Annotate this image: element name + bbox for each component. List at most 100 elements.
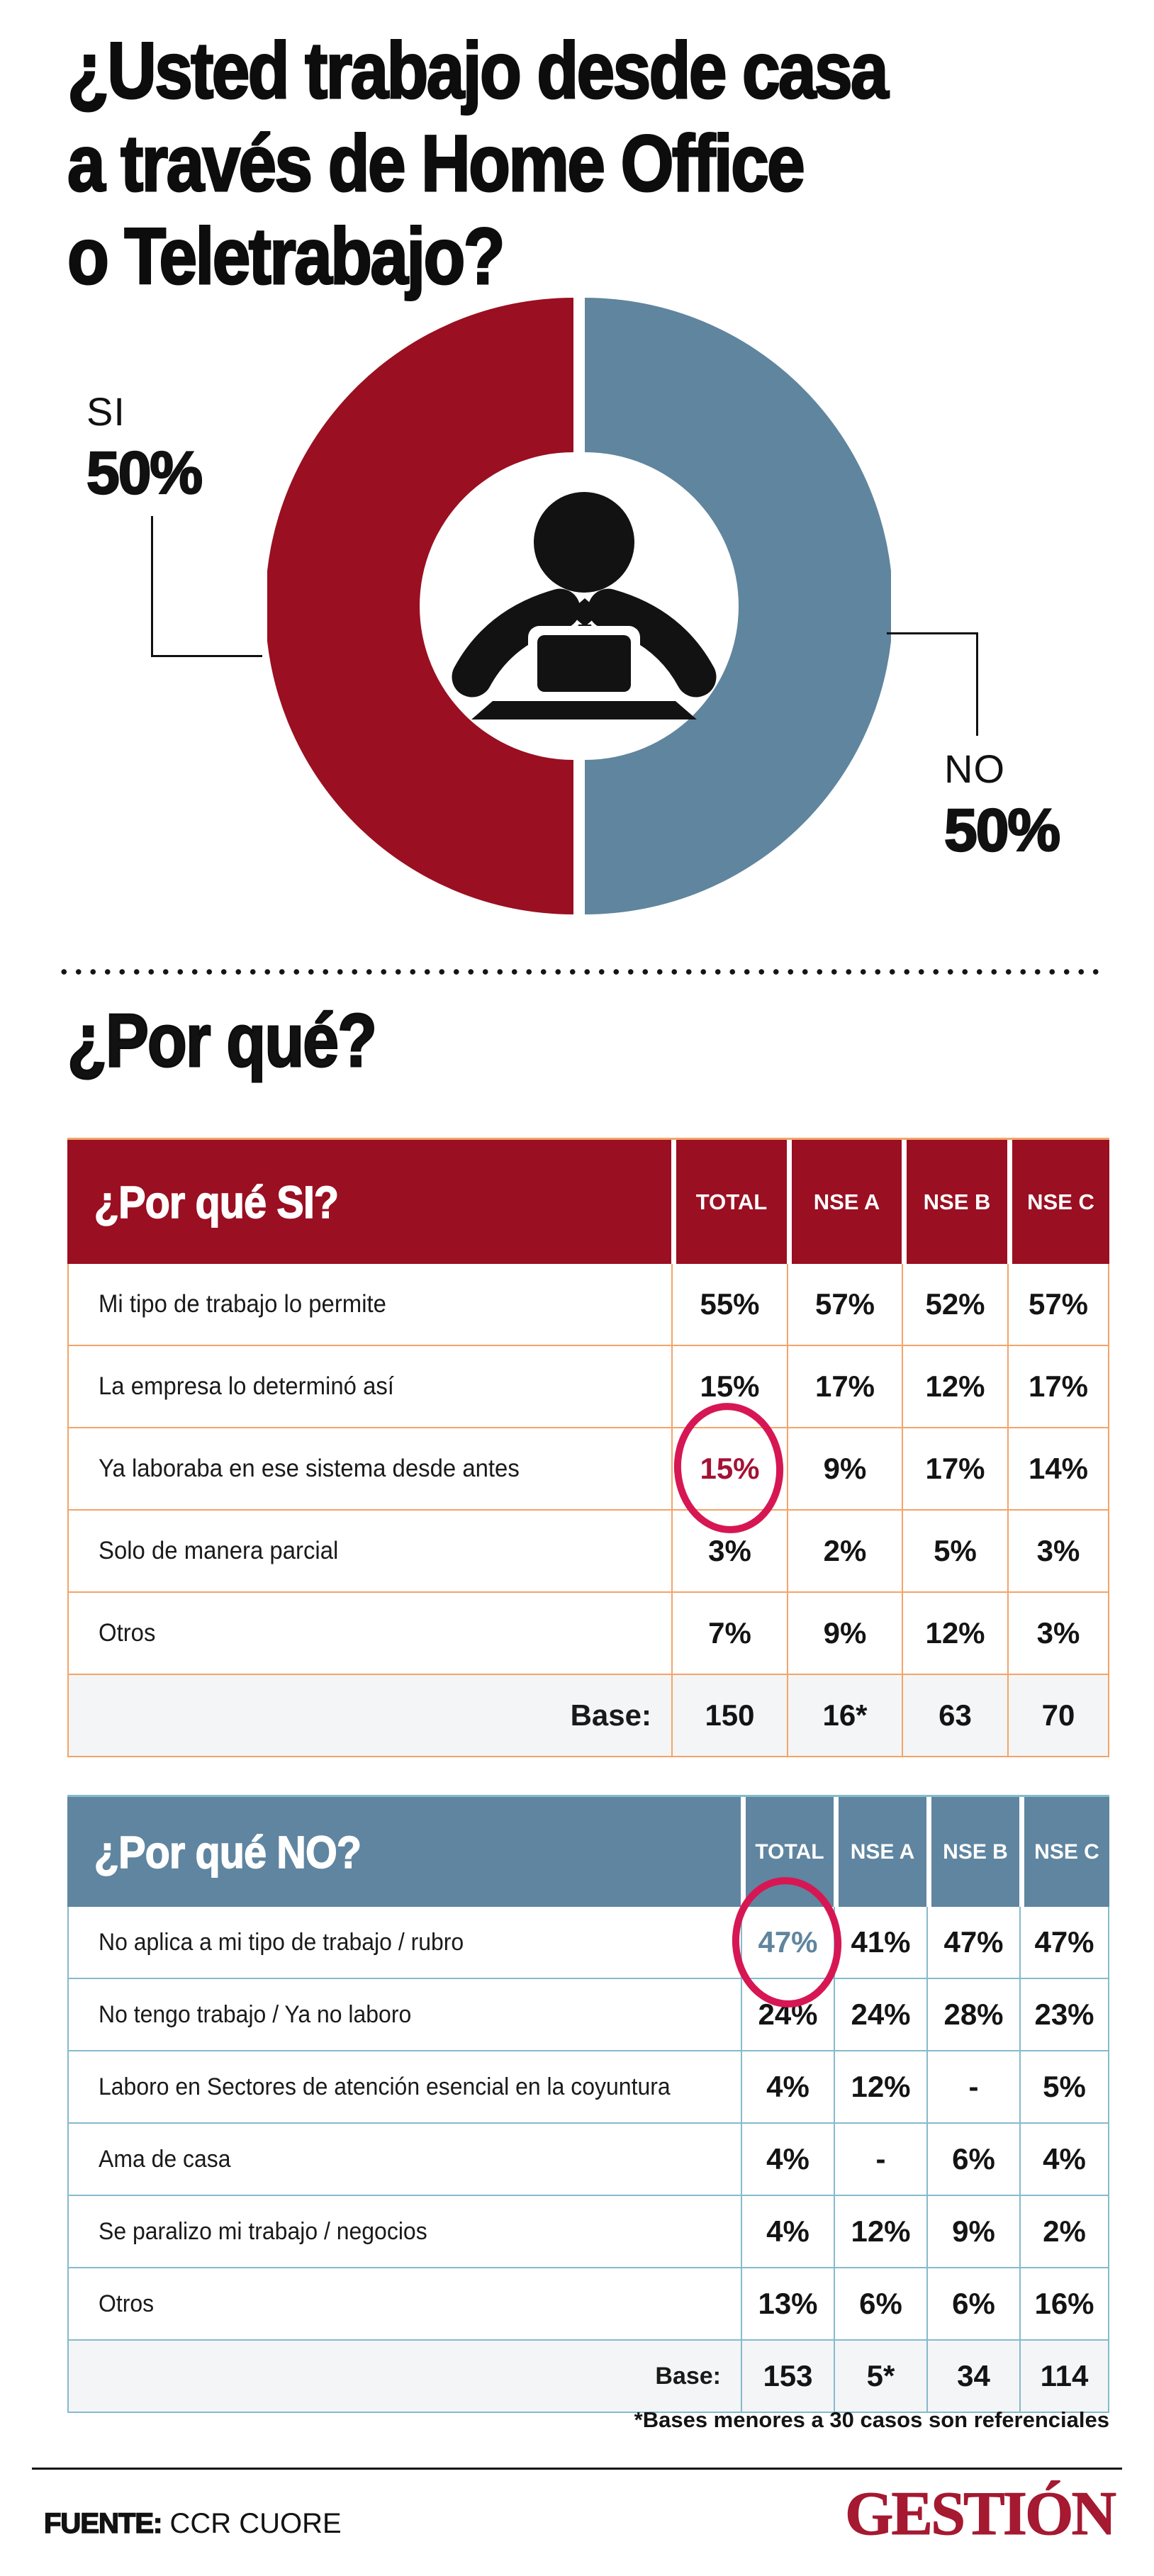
cell-nse-c: 5%	[1019, 2051, 1108, 2122]
base-total: 150	[671, 1675, 787, 1756]
title-line-3: o Teletrabajo?	[67, 211, 506, 302]
cell-nse-b: 52%	[902, 1264, 1007, 1345]
cell-nse-b: 12%	[902, 1593, 1007, 1674]
table-row: Otros 7% 9% 12% 3%	[69, 1593, 1108, 1675]
table-title: ¿Por qué SI?	[94, 1176, 340, 1228]
dotted-divider	[57, 969, 1104, 975]
table-why-yes: ¿Por qué SI? TOTAL NSE A NSE B NSE C Mi …	[67, 1138, 1109, 1757]
page-title: ¿Usted trabajo desde casa a través de Ho…	[67, 24, 890, 303]
donut-slice-no	[585, 298, 893, 914]
cell-nse-a: 2%	[787, 1511, 902, 1591]
cell-nse-a: 57%	[787, 1264, 902, 1345]
base-label: Base:	[655, 2362, 721, 2390]
table-base-row: Base: 150 16* 63 70	[69, 1675, 1108, 1757]
title-line-2: a través de Home Office	[67, 118, 806, 209]
cell-nse-c: 4%	[1019, 2124, 1108, 2195]
table-row: Se paralizo mi trabajo / negocios 4% 12%…	[69, 2196, 1108, 2268]
column-header-total: TOTAL	[741, 1797, 834, 1907]
donut-chart	[265, 294, 893, 918]
table-row: Solo de manera parcial 3% 2% 5% 3%	[69, 1511, 1108, 1593]
base-total: 153	[741, 2341, 834, 2412]
callout-no-label: NO	[944, 746, 1005, 791]
cell-nse-c: 17%	[1007, 1346, 1108, 1427]
callout-no: NO 50%	[943, 746, 1062, 865]
callout-no-connector-line	[887, 632, 978, 736]
callout-si: SI 50%	[86, 388, 204, 508]
cell-total: 7%	[671, 1593, 787, 1674]
cell-nse-a: 17%	[787, 1346, 902, 1427]
cell-nse-a: 12%	[834, 2196, 926, 2267]
column-header-nse-a: NSE A	[787, 1140, 902, 1264]
table-why-yes-header: ¿Por qué SI? TOTAL NSE A NSE B NSE C	[67, 1140, 1109, 1264]
column-header-total: TOTAL	[671, 1140, 787, 1264]
table-row: Otros 13% 6% 6% 16%	[69, 2268, 1108, 2341]
source-value: CCR CUORE	[162, 2508, 342, 2539]
table-row: Laboro en Sectores de atención esencial …	[69, 2051, 1108, 2124]
table-why-no: ¿Por qué NO? TOTAL NSE A NSE B NSE C No …	[67, 1795, 1109, 2413]
row-label: Ama de casa	[99, 2145, 231, 2173]
cell-nse-a: 12%	[834, 2051, 926, 2122]
base-nse-b: 34	[926, 2341, 1019, 2412]
cell-nse-b: 5%	[902, 1511, 1007, 1591]
cell-nse-c: 14%	[1007, 1428, 1108, 1509]
source-label: FUENTE:	[43, 2507, 163, 2540]
base-label: Base:	[570, 1698, 651, 1732]
cell-total: 3%	[671, 1511, 787, 1591]
row-label: Ya laboraba en ese sistema desde antes	[99, 1455, 520, 1482]
table-row: Ya laboraba en ese sistema desde antes 1…	[69, 1428, 1108, 1511]
donut-svg	[265, 298, 893, 914]
section-heading: ¿Por qué?	[67, 998, 379, 1084]
column-header-nse-b: NSE B	[926, 1797, 1019, 1907]
cell-total: 15%	[671, 1346, 787, 1427]
table-why-no-body: No aplica a mi tipo de trabajo / rubro 4…	[67, 1907, 1109, 2413]
callout-si-connector-line	[151, 516, 262, 657]
cell-nse-b: 12%	[902, 1346, 1007, 1427]
table-row: Ama de casa 4% - 6% 4%	[69, 2124, 1108, 2196]
callout-si-value: 50%	[86, 439, 204, 508]
cell-nse-c: 57%	[1007, 1264, 1108, 1345]
row-label: Laboro en Sectores de atención esencial …	[99, 2073, 671, 2100]
cell-total: 4%	[741, 2051, 834, 2122]
cell-nse-c: 47%	[1019, 1907, 1108, 1978]
cell-nse-a: 6%	[834, 2268, 926, 2339]
base-nse-c: 70	[1007, 1675, 1108, 1756]
cell-total: 4%	[741, 2124, 834, 2195]
cell-total: 55%	[671, 1264, 787, 1345]
cell-nse-a: 9%	[787, 1428, 902, 1509]
base-nse-a: 16*	[787, 1675, 902, 1756]
column-header-nse-b: NSE B	[902, 1140, 1007, 1264]
table-row: Mi tipo de trabajo lo permite 55% 57% 52…	[69, 1264, 1108, 1346]
cell-total-highlighted: 47%	[741, 1907, 834, 1978]
base-nse-c: 114	[1019, 2341, 1108, 2412]
donut-slice-si	[265, 298, 573, 914]
row-label: Mi tipo de trabajo lo permite	[99, 1290, 386, 1318]
base-nse-b: 63	[902, 1675, 1007, 1756]
cell-nse-a: 24%	[834, 1979, 926, 2050]
table-row: No tengo trabajo / Ya no laboro 24% 24% …	[69, 1979, 1108, 2051]
callout-si-label: SI	[86, 389, 125, 434]
row-label: La empresa lo determinó así	[99, 1372, 394, 1400]
row-label: No tengo trabajo / Ya no laboro	[99, 2000, 412, 2028]
base-nse-a: 5*	[834, 2341, 926, 2412]
cell-nse-a: 41%	[834, 1907, 926, 1978]
table-base-row: Base: 153 5* 34 114	[69, 2341, 1108, 2413]
column-header-nse-a: NSE A	[834, 1797, 926, 1907]
row-label: Solo de manera parcial	[99, 1537, 339, 1564]
footer-divider	[32, 2468, 1122, 2470]
table-why-no-header: ¿Por qué NO? TOTAL NSE A NSE B NSE C	[67, 1797, 1109, 1907]
cell-nse-c: 2%	[1019, 2196, 1108, 2267]
cell-nse-c: 16%	[1019, 2268, 1108, 2339]
column-header-nse-c: NSE C	[1007, 1140, 1109, 1264]
table-title: ¿Por qué NO?	[94, 1826, 362, 1878]
cell-total: 4%	[741, 2196, 834, 2267]
cell-total: 13%	[741, 2268, 834, 2339]
cell-nse-c: 3%	[1007, 1593, 1108, 1674]
table-row: No aplica a mi tipo de trabajo / rubro 4…	[69, 1907, 1108, 1979]
cell-nse-c: 23%	[1019, 1979, 1108, 2050]
cell-total: 24%	[741, 1979, 834, 2050]
cell-nse-b: 47%	[926, 1907, 1019, 1978]
source-credit: FUENTE: CCR CUORE	[43, 2507, 342, 2540]
cell-total-highlighted: 15%	[671, 1428, 787, 1509]
row-label: No aplica a mi tipo de trabajo / rubro	[99, 1928, 464, 1956]
footnote: *Bases menores a 30 casos son referencia…	[634, 2407, 1109, 2432]
